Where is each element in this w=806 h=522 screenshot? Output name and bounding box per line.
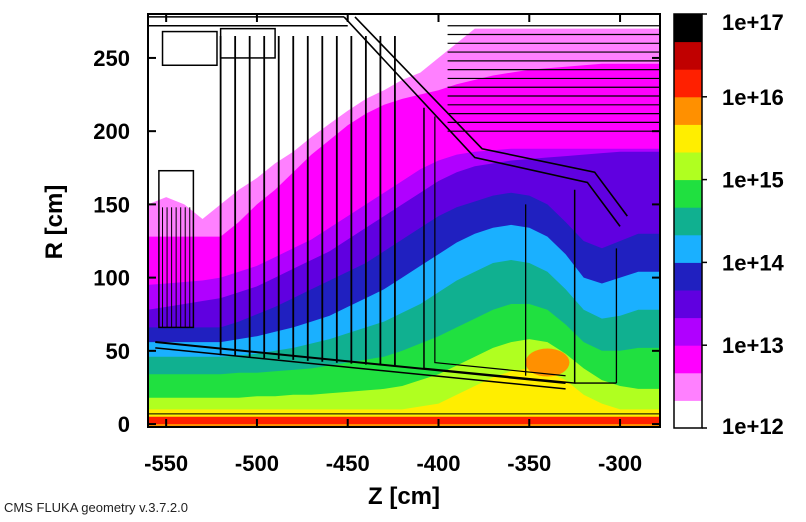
- colorbar-segment: [674, 290, 702, 319]
- colorbar-segment: [674, 96, 702, 125]
- plot-frame: [147, 13, 661, 428]
- diagonal-structure: [354, 16, 628, 217]
- colorbar-segment: [674, 41, 702, 70]
- colorbar-segment: [674, 152, 702, 181]
- colorbar: 1e+17 1e+16 1e+15 1e+14 1e+13 1e+12: [673, 10, 785, 439]
- colorbar-tick-label: 1e+15: [722, 168, 784, 193]
- colorbar-segment: [674, 372, 702, 401]
- colorbar-segment: [674, 400, 702, 429]
- x-tick-label: -550: [144, 451, 188, 476]
- geometry-overlay: [148, 16, 660, 415]
- upper-block-left: [161, 30, 218, 67]
- y-axis: 0 50 100 150 200 250: [93, 46, 660, 437]
- y-tick-label: 250: [93, 46, 130, 71]
- colorbar-tick-label: 1e+14: [722, 250, 785, 275]
- footer-geometry-label: CMS FLUKA geometry v.3.7.2.0: [4, 500, 188, 515]
- x-tick-label: -500: [235, 451, 279, 476]
- colorbar-tick-label: 1e+16: [722, 85, 784, 110]
- colorbar-segment: [674, 234, 702, 263]
- y-tick-label: 50: [106, 339, 130, 364]
- y-tick-label: 200: [93, 119, 130, 144]
- diagonal-structure: [343, 16, 621, 227]
- y-tick-label: 0: [118, 412, 130, 437]
- band-level-10: [148, 368, 660, 427]
- lower-boundary: [155, 347, 566, 390]
- colorbar-segment: [674, 345, 702, 374]
- x-tick-label: -350: [507, 451, 551, 476]
- colorbar-segment: [674, 14, 702, 43]
- y-tick-label: 150: [93, 192, 130, 217]
- x-tick-label: -450: [326, 451, 370, 476]
- x-tick-label: -300: [598, 451, 642, 476]
- colorbar-tick-label: 1e+13: [722, 333, 784, 358]
- beamline-band: [148, 416, 660, 425]
- y-tick-label: 100: [93, 266, 130, 291]
- colorbar-segment: [674, 124, 702, 153]
- colorbar-segment: [674, 207, 702, 236]
- inner-frame: [423, 107, 576, 384]
- y-axis-title: R [cm]: [41, 185, 68, 260]
- colorbar-segment: [674, 179, 702, 208]
- x-axis-title: Z [cm]: [368, 483, 440, 510]
- colorbar-segment: [674, 317, 702, 346]
- empty-region: [148, 14, 403, 168]
- x-axis: -550 -500 -450 -400 -350 -300: [144, 14, 642, 476]
- colorbar-segment: [674, 69, 702, 98]
- inner-frame: [434, 116, 566, 377]
- x-tick-label: -400: [416, 451, 460, 476]
- heatmap-bands: [148, 14, 660, 427]
- colorbar-tick-label: 1e+12: [722, 414, 784, 439]
- hotspot-region: [525, 348, 570, 377]
- colorbar-frame: [673, 13, 703, 429]
- colorbar-segment: [674, 262, 702, 291]
- colorbar-tick-label: 1e+17: [722, 10, 784, 35]
